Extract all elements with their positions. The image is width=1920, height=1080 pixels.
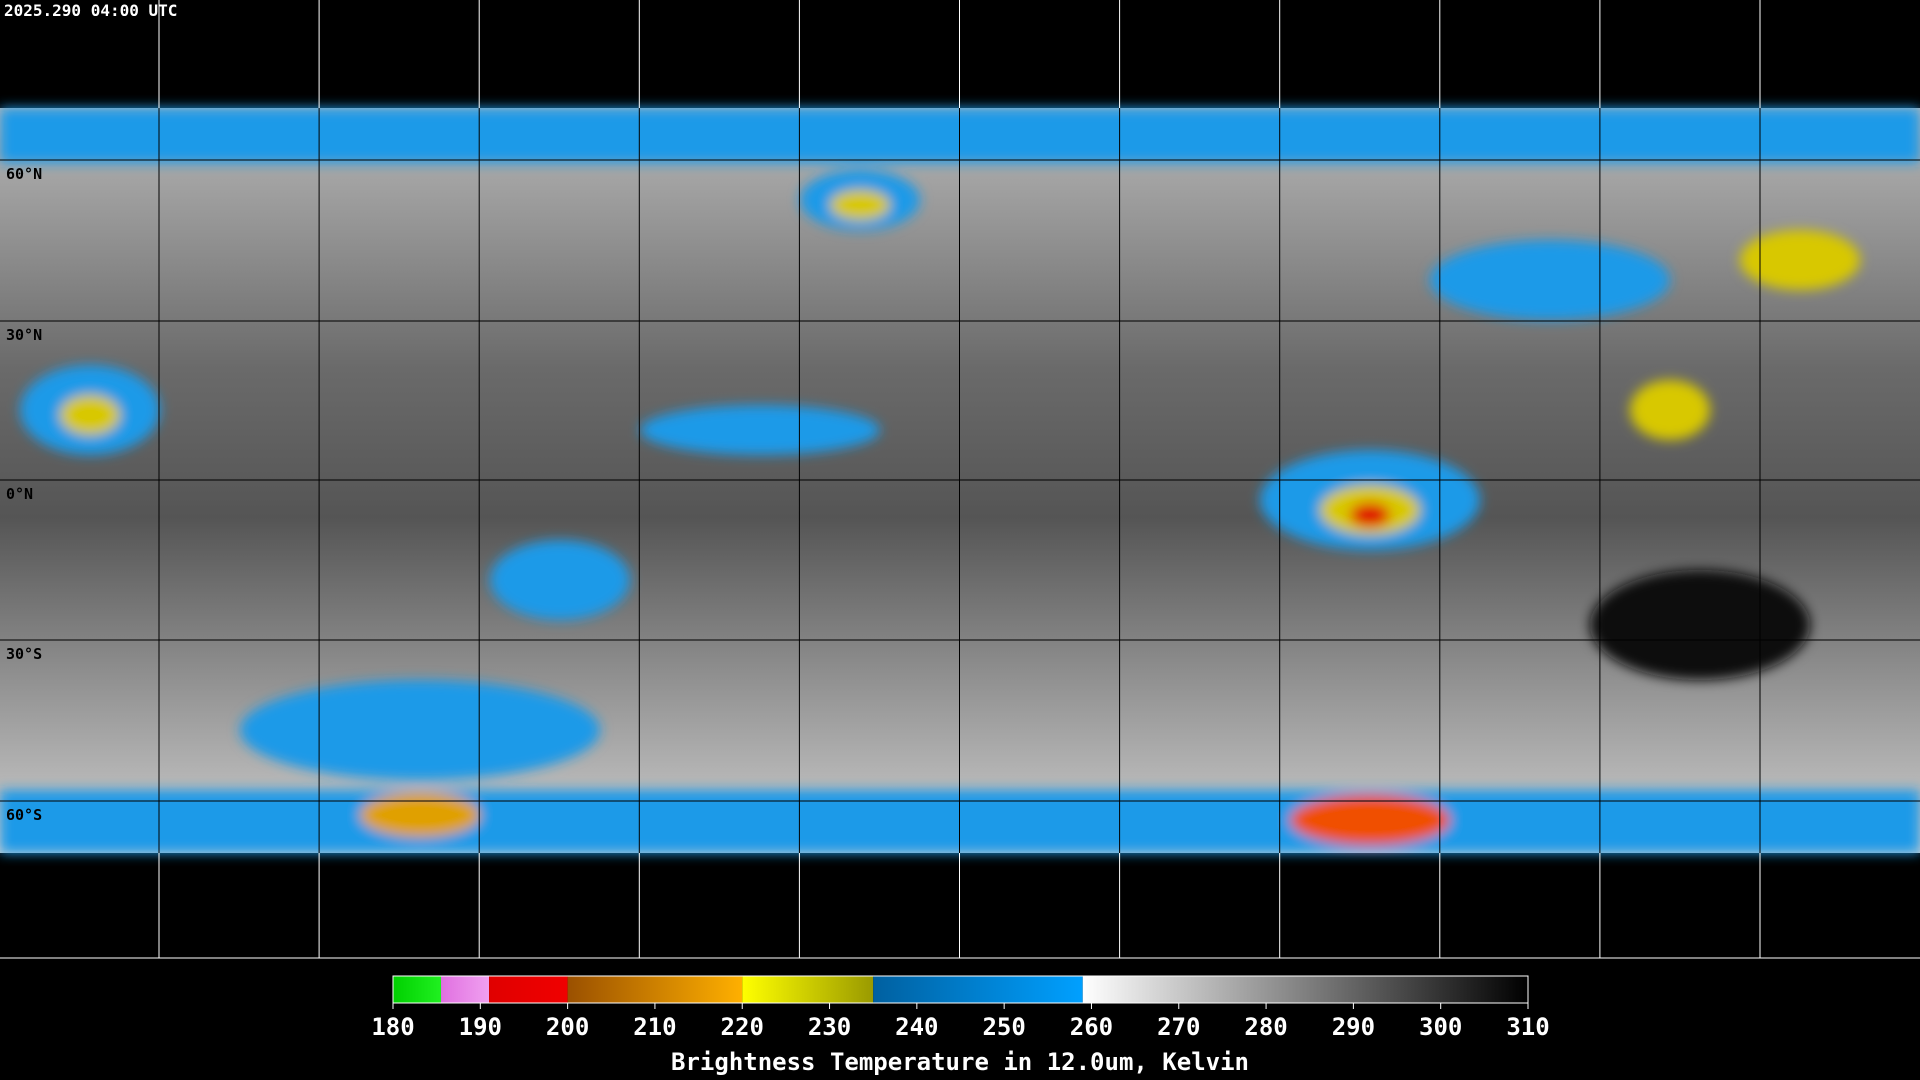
colormap-segment [873,976,1083,1003]
colorbar-tick-label: 200 [546,1013,589,1041]
latitude-label: 30°N [6,326,42,344]
colormap-segment [441,976,490,1003]
colorbar-tick-label: 250 [982,1013,1025,1041]
colormap-segment [393,976,442,1003]
colorbar-tick-label: 310 [1506,1013,1549,1041]
colorbar-tick-label: 300 [1419,1013,1462,1041]
colormap-segment [742,976,874,1003]
graticule-outer [0,0,1920,959]
timestamp: 2025.290 04:00 UTC [4,1,177,20]
latitude-labels: 60°N 30°N 0°N 30°S 60°S [6,165,42,824]
colorbar-tick-label: 270 [1157,1013,1200,1041]
latitude-label: 60°N [6,165,42,183]
colormap-segment [567,976,743,1003]
colorbar-frame [392,975,1529,1004]
colormap-segment [489,976,568,1003]
colorbar-tick-label: 220 [721,1013,764,1041]
colorbar-label: Brightness Temperature in 12.0um, Kelvin [671,1048,1249,1076]
colorbar-tick-label: 210 [633,1013,676,1041]
colorbar-tick-label: 240 [895,1013,938,1041]
colorbar-tick-label: 260 [1070,1013,1113,1041]
colorbar-tick-label: 230 [808,1013,851,1041]
colormap-segment [1082,976,1528,1003]
colorbar-tick-label: 180 [371,1013,414,1041]
latitude-label: 30°S [6,645,42,663]
colorbar-tick-label: 280 [1244,1013,1287,1041]
graticule [0,108,1920,853]
colorbar: 180 190 200 210 220 230 240 250 260 270 280 290 300 3… [371,975,1550,1041]
latitude-label: 60°S [6,806,42,824]
colorbar-tick-label: 190 [459,1013,502,1041]
latitude-label: 0°N [6,485,33,503]
colorbar-tick-label: 290 [1332,1013,1375,1041]
